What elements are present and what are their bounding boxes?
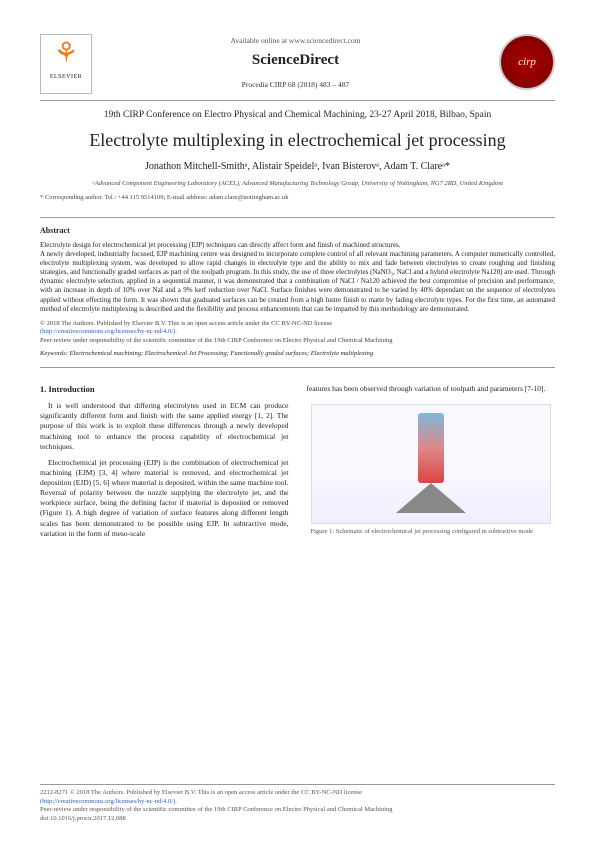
available-online-text: Available online at www.sciencedirect.co… xyxy=(92,36,499,46)
divider xyxy=(40,100,555,101)
intro-p1: It is well understood that differing ele… xyxy=(40,401,289,452)
footer-doi: doi:10.1016/j.procir.2017.12.088 xyxy=(40,815,126,822)
nozzle-shape xyxy=(418,413,444,483)
figure-1: Figure 1: Schematic of electrochemical j… xyxy=(307,400,556,541)
abstract-section: Abstract Electrolyte design for electroc… xyxy=(40,217,555,368)
conference-line: 19th CIRP Conference on Electro Physical… xyxy=(40,109,555,122)
license-line1: © 2018 The Authors. Published by Elsevie… xyxy=(40,320,332,327)
page-footer: 2212-8271 © 2018 The Authors. Published … xyxy=(40,784,555,824)
peer-review-line: Peer-review under responsibility of the … xyxy=(40,337,393,344)
author-list: Jonathon Mitchell-Smithᵃ, Alistair Speid… xyxy=(40,160,555,174)
figure-1-schematic xyxy=(311,404,552,524)
abstract-heading: Abstract xyxy=(40,226,555,237)
license-link[interactable]: (http://creativecommons.org/licenses/by-… xyxy=(40,328,177,335)
footer-license-link[interactable]: (http://creativecommons.org/licenses/by-… xyxy=(40,798,177,805)
keywords-line: Keywords: Electrochemical machining; Ele… xyxy=(40,350,555,359)
cirp-text: cirp xyxy=(518,55,536,70)
paper-title: Electrolyte multiplexing in electrochemi… xyxy=(40,128,555,152)
footer-issn: 2212-8271 © 2018 The Authors. Published … xyxy=(40,789,362,796)
elsevier-label: ELSEVIER xyxy=(50,73,82,81)
header-bar: ⚘ ELSEVIER Available online at www.scien… xyxy=(40,34,555,94)
affiliation: ᵃAdvanced Component Engineering Laborato… xyxy=(40,180,555,189)
workpiece-cone-shape xyxy=(396,483,466,513)
intro-p2: Electrochemical jet processing (EJP) is … xyxy=(40,458,289,539)
left-column: 1. Introduction It is well understood th… xyxy=(40,384,289,545)
section-1-heading: 1. Introduction xyxy=(40,384,289,395)
cirp-badge-icon: cirp xyxy=(499,34,555,90)
license-block: © 2018 The Authors. Published by Elsevie… xyxy=(40,320,555,346)
corresponding-author: * Corresponding author. Tel.: +44 115 95… xyxy=(40,194,555,203)
two-column-body: 1. Introduction It is well understood th… xyxy=(40,384,555,545)
right-column: features has been observed through varia… xyxy=(307,384,556,545)
footer-peer: Peer-review under responsibility of the … xyxy=(40,806,393,813)
abstract-p2: A newly developed, industrially focused,… xyxy=(40,250,555,314)
tree-icon: ⚘ xyxy=(53,35,78,73)
elsevier-logo: ⚘ ELSEVIER xyxy=(40,34,92,94)
sciencedirect-logo: ScienceDirect xyxy=(92,50,499,70)
col2-continuation: features has been observed through varia… xyxy=(307,384,556,394)
abstract-p1: Electrolyte design for electrochemical j… xyxy=(40,241,555,250)
journal-citation: Procedia CIRP 68 (2018) 483 – 487 xyxy=(92,80,499,90)
figure-1-caption: Figure 1: Schematic of electrochemical j… xyxy=(311,528,552,537)
